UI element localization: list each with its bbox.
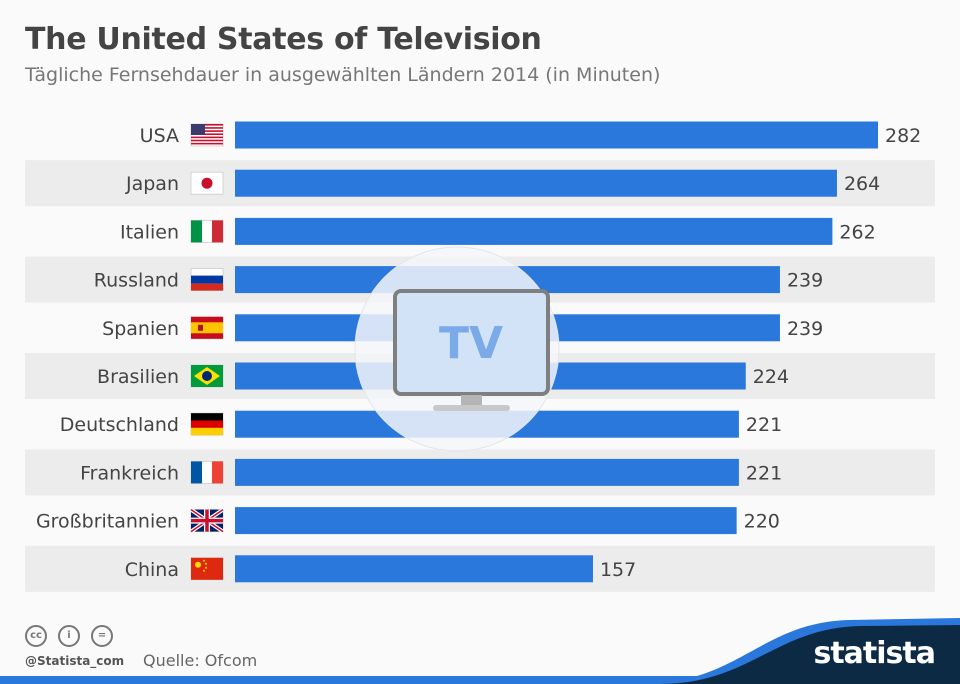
bar (235, 169, 837, 197)
bar (235, 121, 878, 149)
category-label: Italien (120, 221, 179, 243)
category-label: Großbritannien (36, 511, 179, 533)
category-label: Deutschland (60, 414, 179, 436)
value-label: 282 (885, 125, 921, 147)
tv-text: TV (439, 318, 503, 369)
statista-logo: statista (813, 636, 936, 671)
chart-subtitle: Tägliche Fernsehdauer in ausgewählten Lä… (25, 64, 661, 86)
value-label: 262 (839, 221, 875, 243)
category-label: Brasilien (97, 366, 179, 388)
television-icon: TV (354, 246, 560, 452)
flag-it-icon (190, 219, 224, 243)
value-label: 239 (787, 318, 823, 340)
category-label: Russland (94, 270, 179, 292)
flag-us-icon (190, 123, 224, 147)
value-label: 221 (746, 462, 782, 484)
flag-gb-icon (189, 507, 225, 534)
value-label: 221 (746, 414, 782, 436)
flag-es-icon (190, 316, 224, 340)
bar (235, 555, 593, 583)
flag-ru-icon (190, 268, 224, 292)
flag-br-icon (190, 364, 224, 388)
category-label: Japan (125, 173, 179, 195)
value-label: 264 (844, 173, 880, 195)
category-label: Spanien (102, 318, 179, 340)
value-label: 239 (787, 270, 823, 292)
bar (235, 507, 737, 535)
nd-icon: = (91, 625, 113, 647)
statista-handle: @Statista_com (25, 654, 125, 668)
chart-title: The United States of Television (25, 22, 542, 57)
value-label: 224 (753, 366, 789, 388)
category-label: Frankreich (80, 462, 179, 484)
cc-icon: cc (25, 625, 47, 647)
value-label: 220 (744, 511, 780, 533)
flag-de-icon (190, 412, 224, 436)
bar (235, 217, 833, 245)
flag-cn-icon (190, 557, 224, 581)
source-note: Quelle: Ofcom (143, 651, 258, 670)
value-label: 157 (600, 559, 636, 581)
flag-fr-icon (190, 460, 224, 484)
flag-jp-icon (190, 171, 224, 195)
bar (235, 458, 739, 486)
footer-wave (660, 625, 960, 684)
category-label: China (125, 559, 179, 581)
category-label: USA (140, 125, 179, 147)
by-icon: i (58, 625, 80, 647)
